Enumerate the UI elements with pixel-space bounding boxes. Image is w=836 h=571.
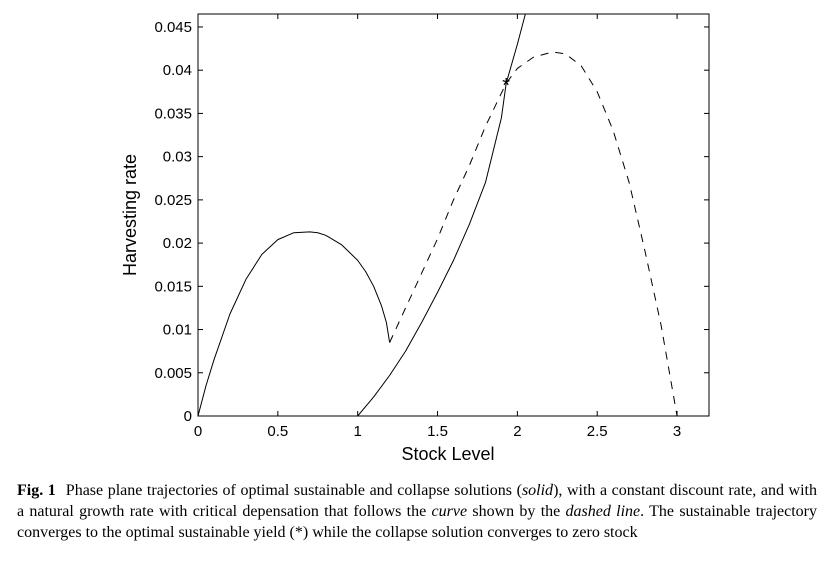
y-tick-label: 0.015 (154, 278, 192, 295)
x-tick-label: 1.5 (427, 423, 448, 440)
x-tick-label: 2.5 (587, 423, 608, 440)
optimal-yield-marker: * (502, 75, 510, 97)
x-axis-title: Stock Level (401, 444, 494, 464)
y-tick-label: 0.045 (154, 19, 192, 36)
y-tick-label: 0.025 (154, 192, 192, 209)
x-tick-label: 3 (673, 423, 681, 440)
y-tick-label: 0 (184, 408, 192, 425)
caption-text-1: Phase plane trajectories of optimal sust… (65, 482, 522, 499)
caption-text-3: shown by the (467, 503, 566, 520)
figure-caption: Fig. 1 Phase plane trajectories of optima… (17, 480, 817, 543)
caption-solid: solid (521, 482, 554, 499)
x-tick-label: 1 (354, 423, 362, 440)
series-collapse-trajectory (198, 231, 391, 416)
y-tick-label: 0.01 (163, 322, 192, 339)
axis-ticks: 0 0.5 1 1.5 2 2.5 3 0 0.005 0.01 0.015 0.02 0.025 0.0… (154, 14, 709, 440)
y-tick-label: 0.03 (163, 149, 192, 166)
plot-frame (197, 13, 710, 417)
x-tick-label: 2 (513, 423, 521, 440)
series-layer (198, 14, 678, 416)
series-sustainable-trajectory (357, 14, 526, 416)
caption-dashed: dashed line (565, 503, 641, 520)
x-tick-label: 0.5 (267, 423, 288, 440)
x-tick-label: 0 (194, 423, 202, 440)
caption-text-4: . The sustainable trajectory converges t… (17, 503, 817, 541)
y-tick-label: 0.035 (154, 105, 192, 122)
caption-label: Fig. 1 (17, 482, 56, 499)
y-tick-label: 0.005 (154, 365, 192, 382)
y-tick-label: 0.04 (163, 62, 192, 79)
y-axis-title: Harvesting rate (120, 154, 140, 276)
series-natural-growth-curve (389, 51, 678, 416)
y-tick-label: 0.02 (163, 235, 192, 252)
caption-curve: curve (431, 503, 468, 520)
annotation-layer: * (502, 75, 510, 97)
caption-text-2: ), with a constant discount rate, and wi… (17, 482, 818, 520)
